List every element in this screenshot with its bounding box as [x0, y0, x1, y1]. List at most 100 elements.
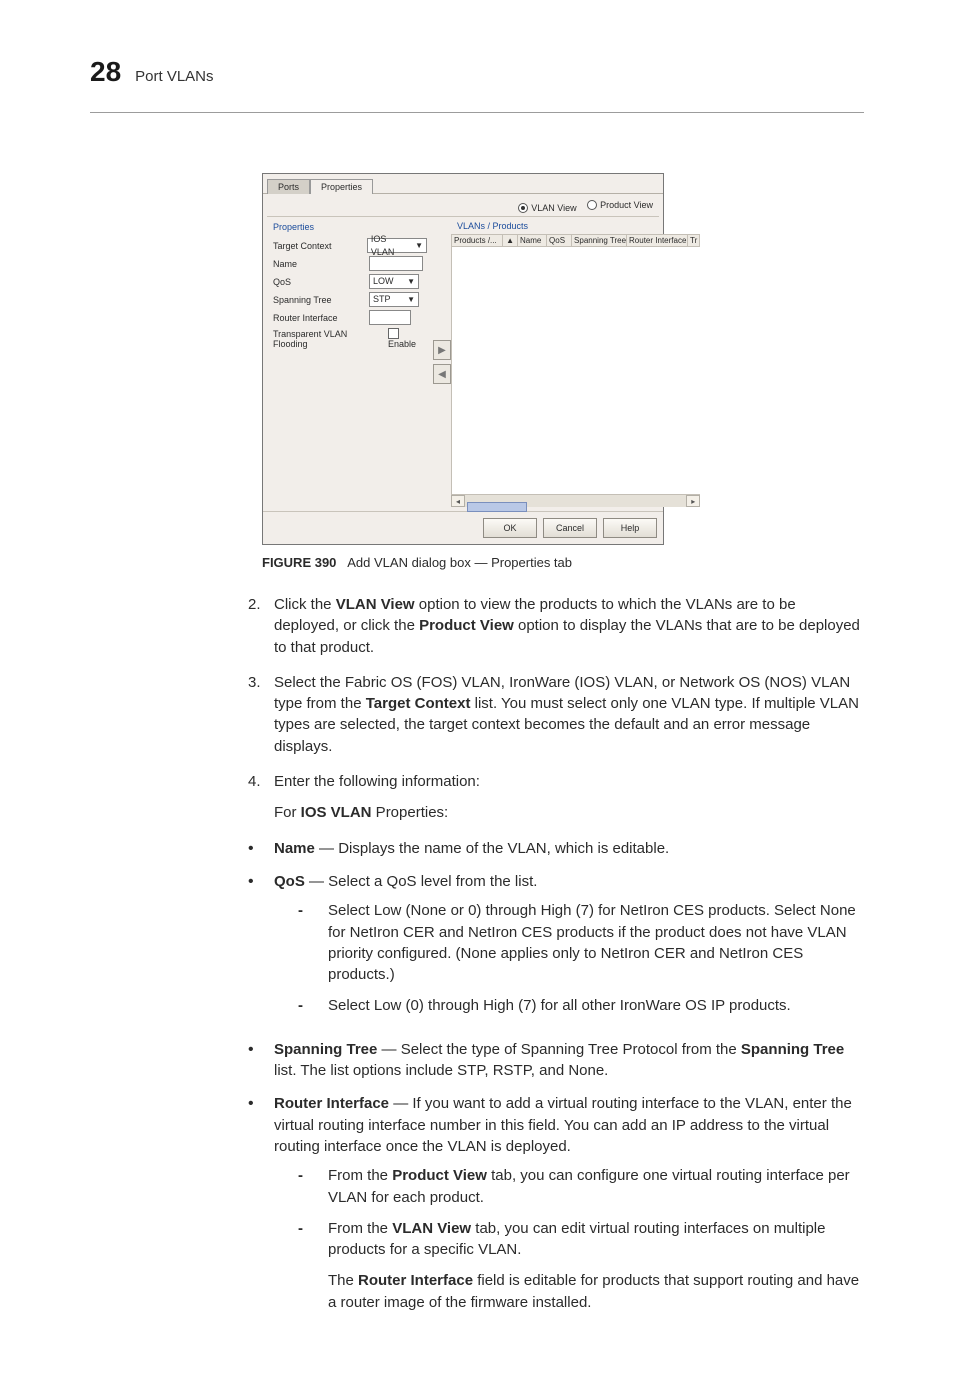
t: Spanning Tree [274, 1041, 377, 1058]
label-target-context: Target Context [273, 241, 361, 251]
col-products[interactable]: Products /... [452, 235, 503, 246]
dropdown-qos[interactable]: LOW ▼ [369, 274, 419, 289]
vlans-products-grid[interactable]: Products /... ▲ Name QoS Spanning Tree R… [451, 234, 700, 494]
radio-product-view[interactable]: Product View [587, 200, 653, 210]
vlans-products-title: VLANs / Products [451, 217, 700, 234]
dash-item: -From the VLAN View tab, you can edit vi… [274, 1218, 864, 1261]
ok-button[interactable]: OK [483, 518, 537, 538]
checkbox-enable-flooding[interactable]: Enable [388, 328, 427, 349]
t: Target Context [366, 695, 471, 712]
dash-icon: - [274, 1165, 328, 1208]
step-number: 4. [248, 771, 274, 824]
note-text: The Router Interface field is editable f… [328, 1270, 864, 1313]
scroll-thumb[interactable] [467, 502, 527, 512]
view-toggle-row: VLAN View Product View [267, 198, 659, 216]
chevron-down-icon: ▼ [407, 275, 415, 288]
t: QoS [274, 873, 305, 890]
t: VLAN View [392, 1220, 471, 1237]
move-right-button[interactable]: ▶ [433, 340, 451, 360]
t: Product View [392, 1167, 487, 1184]
t: list. The list options include STP, RSTP… [274, 1062, 608, 1079]
dash-item: -Select Low (None or 0) through High (7)… [274, 900, 864, 985]
dropdown-target-context[interactable]: IOS VLAN ▼ [367, 238, 427, 253]
bullet-text: Router Interface — If you want to add a … [274, 1093, 864, 1313]
bullet-qos: • QoS — Select a QoS level from the list… [248, 871, 864, 1027]
col-spanning-tree[interactable]: Spanning Tree [572, 235, 627, 246]
figure-number: FIGURE 390 [262, 555, 336, 570]
chapter-number: 28 [90, 56, 121, 88]
chevron-down-icon: ▼ [407, 293, 415, 306]
col-tr[interactable]: Tr [688, 235, 700, 246]
step-2: 2. Click the VLAN View option to view th… [248, 594, 864, 658]
step-4: 4. Enter the following information: For … [248, 771, 864, 824]
grid-header: Products /... ▲ Name QoS Spanning Tree R… [452, 235, 700, 247]
figure-caption: FIGURE 390 Add VLAN dialog box — Propert… [262, 555, 864, 570]
step-3: 3. Select the Fabric OS (FOS) VLAN, Iron… [248, 672, 864, 757]
scroll-right-icon[interactable]: ▸ [686, 495, 700, 507]
t: Router Interface [358, 1272, 473, 1289]
figure-text: Add VLAN dialog box — Properties tab [347, 555, 572, 570]
move-left-button[interactable]: ◀ [433, 364, 451, 384]
label-transparent-flooding: Transparent VLAN Flooding [273, 329, 382, 349]
t: — Displays the name of the VLAN, which i… [315, 840, 669, 857]
row-router-interface: Router Interface [273, 310, 427, 325]
t: — Select a QoS level from the list. [305, 873, 538, 890]
dash-text: From the VLAN View tab, you can edit vir… [328, 1218, 864, 1261]
help-button[interactable]: Help [603, 518, 657, 538]
add-vlan-dialog: Ports Properties VLAN View Product View … [262, 173, 664, 545]
dialog-footer: OK Cancel Help [263, 511, 663, 544]
step-subtext: For IOS VLAN Properties: [274, 802, 864, 823]
dialog-tabs: Ports Properties [263, 174, 663, 193]
dash-icon: - [274, 995, 328, 1016]
col-qos[interactable]: QoS [547, 235, 572, 246]
t: Spanning Tree [741, 1041, 844, 1058]
properties-pane: Properties Target Context IOS VLAN ▼ Nam… [267, 217, 433, 507]
dash-text: Select Low (0) through High (7) for all … [328, 995, 864, 1016]
dash-icon: - [274, 1218, 328, 1261]
bullet-text: Name — Displays the name of the VLAN, wh… [274, 838, 864, 859]
dropdown-spanning-tree-value: STP [373, 293, 391, 306]
dash-icon: - [274, 900, 328, 985]
vlans-products-pane: VLANs / Products Products /... ▲ Name Qo… [451, 217, 700, 507]
input-router-interface[interactable] [369, 310, 411, 325]
row-qos: QoS LOW ▼ [273, 274, 427, 289]
dialog-split: Properties Target Context IOS VLAN ▼ Nam… [267, 216, 659, 507]
dash-list: -Select Low (None or 0) through High (7)… [274, 900, 864, 1016]
page-header: 28 Port VLANs [90, 56, 864, 88]
dialog-body: VLAN View Product View Properties Target… [263, 193, 663, 511]
bullet-list: • Name — Displays the name of the VLAN, … [248, 838, 864, 1313]
scroll-left-icon[interactable]: ◂ [451, 495, 465, 507]
radio-vlan-view[interactable]: VLAN View [518, 203, 576, 213]
row-transparent-flooding: Transparent VLAN Flooding Enable [273, 328, 427, 349]
header-rule [90, 112, 864, 113]
dropdown-spanning-tree[interactable]: STP ▼ [369, 292, 419, 307]
col-router-interface[interactable]: Router Interface [627, 235, 688, 246]
step-text: Click the VLAN View option to view the p… [274, 594, 864, 658]
tab-ports[interactable]: Ports [267, 179, 310, 194]
bullet-name: • Name — Displays the name of the VLAN, … [248, 838, 864, 859]
t: Name [274, 840, 315, 857]
radio-product-view-label: Product View [600, 200, 653, 210]
row-target-context: Target Context IOS VLAN ▼ [273, 238, 427, 253]
dash-text: Select Low (None or 0) through High (7) … [328, 900, 864, 985]
bullet-icon: • [248, 871, 274, 1027]
row-spanning-tree: Spanning Tree STP ▼ [273, 292, 427, 307]
bullet-text: Spanning Tree — Select the type of Spann… [274, 1039, 864, 1082]
t: Click the [274, 596, 336, 613]
grid-horizontal-scrollbar[interactable]: ◂ ▸ [451, 494, 700, 507]
step-text: Enter the following information: For IOS… [274, 771, 864, 824]
input-name[interactable] [369, 256, 423, 271]
t: — Select the type of Spanning Tree Proto… [377, 1041, 741, 1058]
t: From the [328, 1167, 392, 1184]
triangle-right-icon: ▶ [438, 345, 446, 356]
tab-properties[interactable]: Properties [310, 179, 373, 194]
col-name[interactable]: Name [518, 235, 547, 246]
bullet-text: QoS — Select a QoS level from the list. … [274, 871, 864, 1027]
col-sort-icon[interactable]: ▲ [503, 235, 518, 246]
radio-dot-icon [518, 203, 528, 213]
checkbox-icon [388, 328, 399, 339]
t: Router Interface [274, 1095, 389, 1112]
bullet-router-interface: • Router Interface — If you want to add … [248, 1093, 864, 1313]
cancel-button[interactable]: Cancel [543, 518, 597, 538]
step-text: Select the Fabric OS (FOS) VLAN, IronWar… [274, 672, 864, 757]
